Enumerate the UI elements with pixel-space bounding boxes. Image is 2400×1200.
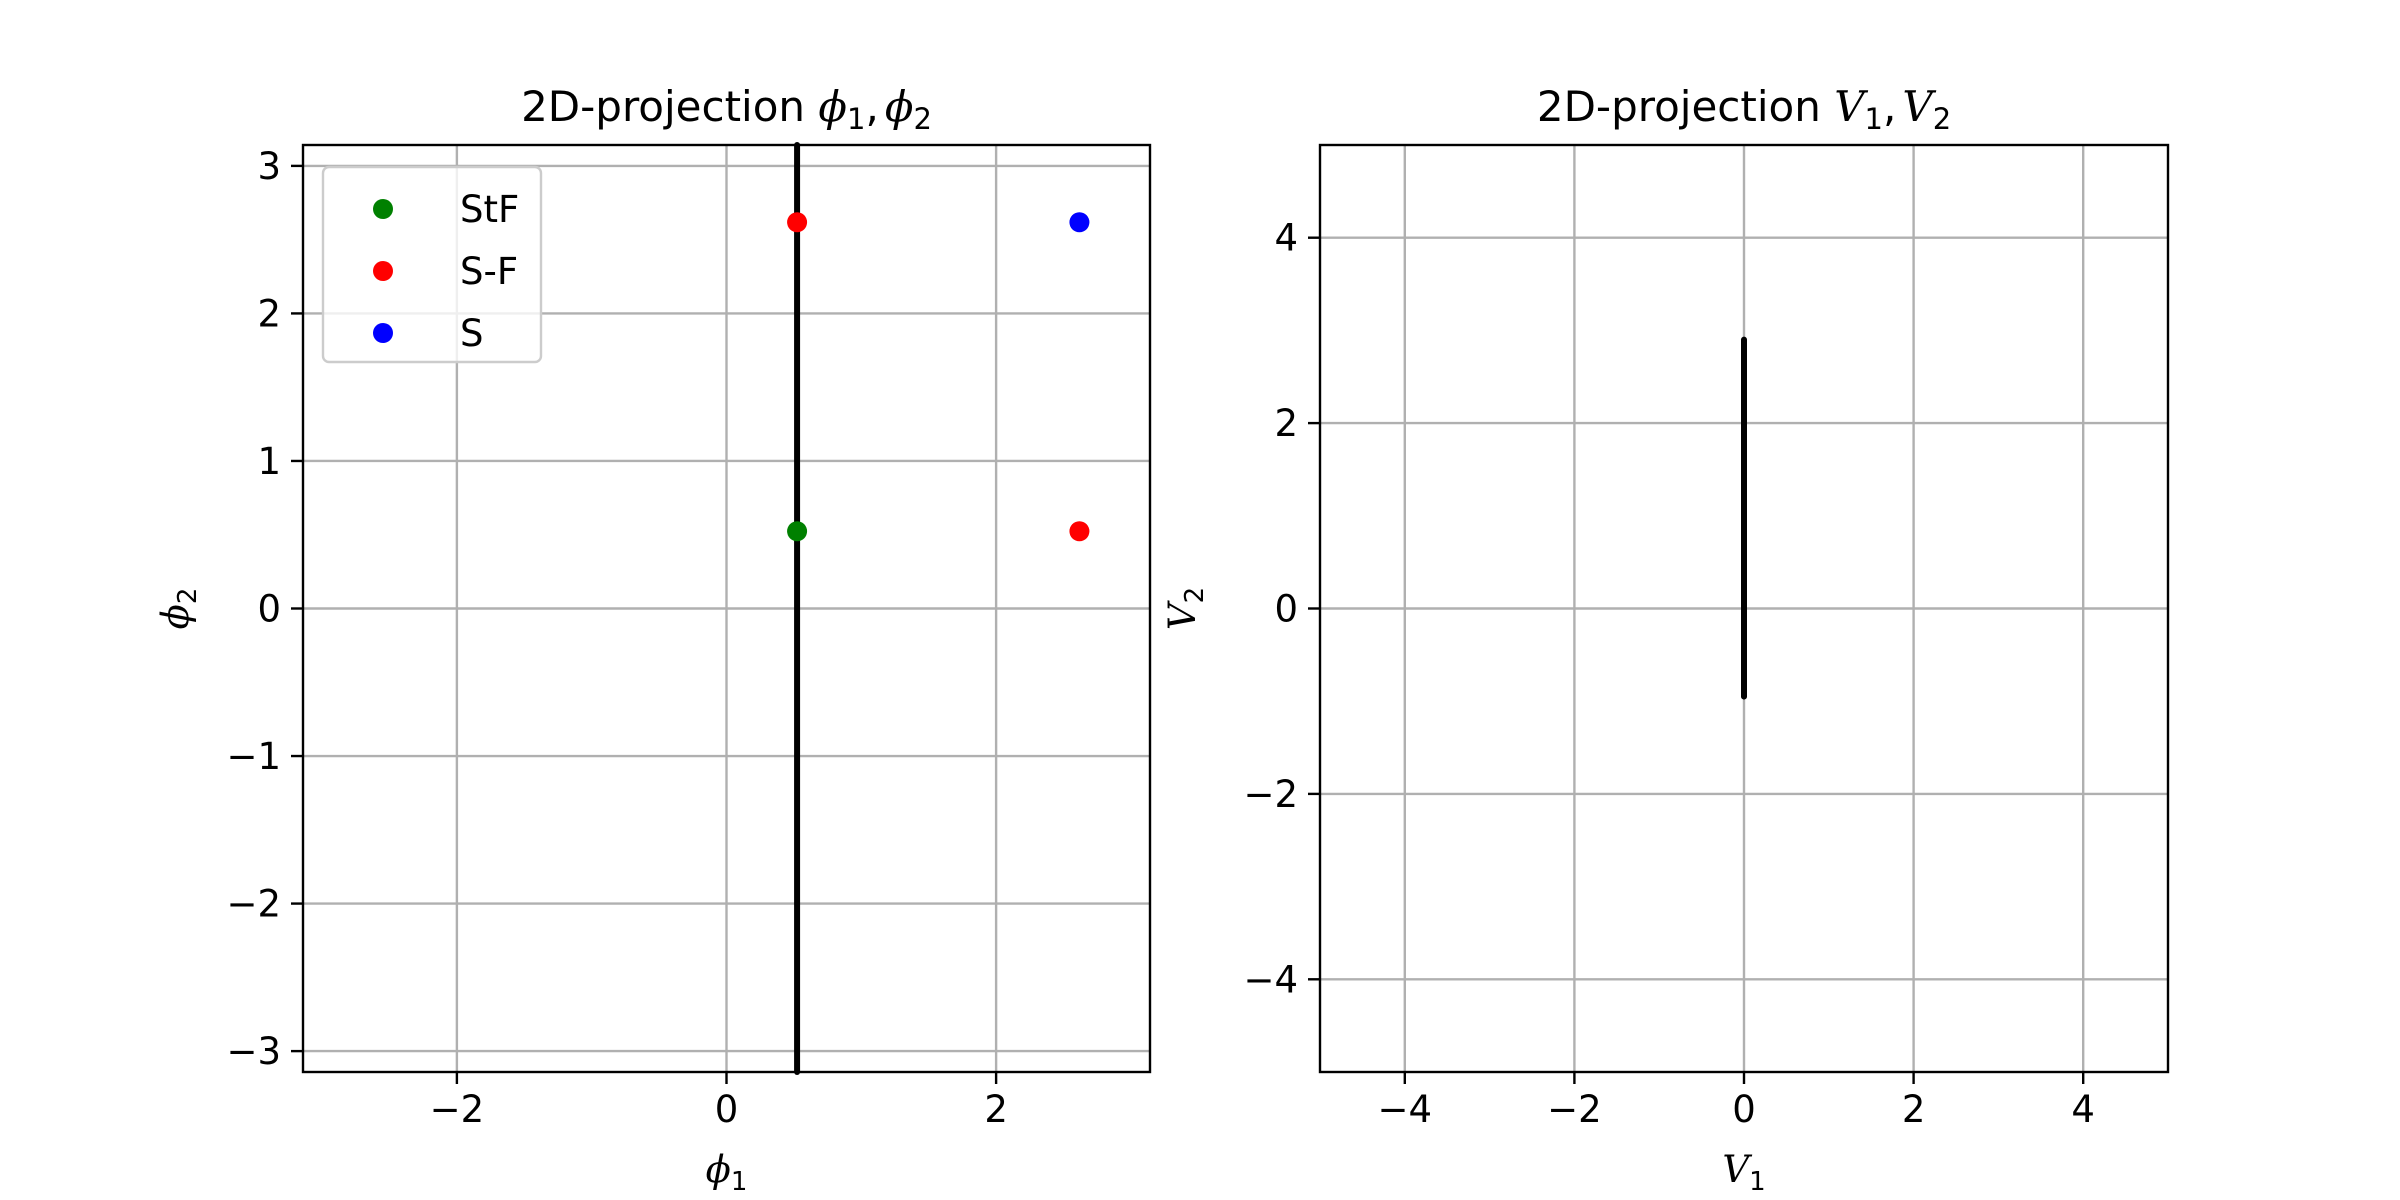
y-tick-label: 0 — [257, 588, 281, 631]
y-tick-label: 2 — [1274, 402, 1298, 445]
legend-marker-s — [373, 323, 393, 343]
title-subscript: 1 — [847, 102, 865, 136]
x-tick-label: 2 — [1902, 1088, 1926, 1131]
y-tick-label: −1 — [226, 735, 281, 778]
chart-title: 2D-projection ϕ1, ϕ2 — [521, 82, 932, 136]
x-tick-label: −2 — [1547, 1088, 1602, 1131]
y-tick-label: 1 — [257, 440, 281, 483]
title-text: 2D-projection — [521, 82, 818, 131]
title-subscript: 1 — [1865, 102, 1883, 136]
y-axis-label: ϕ2 — [154, 588, 203, 630]
title-text: 2D-projection — [1537, 82, 1834, 131]
y-tick-label: 0 — [1274, 588, 1298, 631]
title-subscript: 2 — [1933, 102, 1951, 136]
legend: StF S-F S — [321, 165, 543, 364]
title-subscript: 2 — [913, 102, 931, 136]
legend-marker-s-f — [373, 261, 393, 281]
data-point-s-f — [1069, 521, 1090, 542]
y-tick-label: 4 — [1274, 217, 1298, 260]
x-tick-label: 0 — [715, 1088, 739, 1131]
title-symbol: V — [1834, 82, 1868, 131]
chart-title: 2D-projection V1, V2 — [1537, 82, 1951, 136]
title-separator: , — [865, 82, 878, 131]
x-tick-label: −2 — [430, 1088, 485, 1131]
legend-label-s-f: S-F — [460, 250, 518, 293]
x-tick-label: 2 — [984, 1088, 1008, 1131]
y-tick-label: −3 — [226, 1030, 281, 1073]
x-tick-label: −4 — [1378, 1088, 1433, 1131]
x-axis-label: ϕ1 — [706, 1148, 748, 1197]
y-tick-label: −4 — [1243, 958, 1298, 1001]
y-tick-label: 2 — [257, 292, 281, 335]
legend-marker-stf — [373, 199, 393, 219]
y-axis-label: V2 — [1161, 587, 1210, 630]
title-separator: , — [1883, 82, 1896, 131]
y-tick-label: −2 — [1243, 773, 1298, 816]
x-axis-label: V1 — [1722, 1148, 1765, 1197]
x-tick-label: 4 — [2071, 1088, 2095, 1131]
y-tick-label: 3 — [257, 145, 281, 188]
title-symbol: ϕ — [885, 82, 914, 131]
x-tick-label: 0 — [1732, 1088, 1756, 1131]
title-symbol: V — [1902, 82, 1936, 131]
legend-label-s: S — [460, 312, 484, 355]
data-point-stf — [787, 521, 808, 542]
legend-label-stf: StF — [460, 188, 519, 231]
y-tick-label: −2 — [226, 883, 281, 926]
data-point-s-f — [787, 212, 808, 233]
data-point-s — [1069, 212, 1090, 233]
title-symbol: ϕ — [818, 82, 847, 131]
